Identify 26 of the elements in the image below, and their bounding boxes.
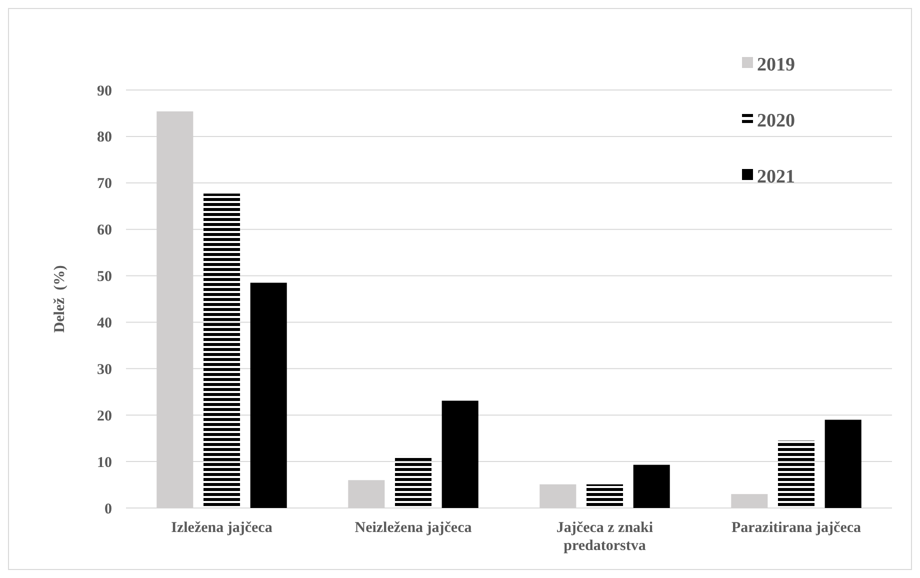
bar: [633, 464, 670, 508]
y-tick-label: 60: [97, 222, 112, 239]
bar: [394, 456, 432, 508]
bar: [250, 282, 287, 508]
legend-label: 2021: [757, 166, 795, 188]
x-tick-label: Izležena jajčeca: [171, 520, 273, 536]
bar: [824, 420, 862, 508]
y-tick-label: 20: [97, 408, 112, 424]
bar: [203, 194, 240, 508]
x-tick-label: Parazitirana jajčeca: [731, 520, 862, 536]
y-tick-label: 0: [104, 501, 112, 518]
x-tick-label: Neizležena jajčeca: [354, 520, 472, 536]
y-tick-label: 90: [97, 83, 112, 100]
y-tick-label: 80: [97, 130, 112, 146]
y-tick-label: 50: [97, 269, 112, 286]
y-tick-label: 10: [97, 454, 112, 471]
bar: [586, 484, 624, 508]
legend-label: 2019: [757, 54, 795, 76]
y-tick-label: 30: [97, 362, 112, 378]
legend-label: 2020: [757, 110, 795, 132]
y-tick-label: 40: [97, 315, 112, 332]
bar: [442, 400, 478, 508]
y-tick-label: 70: [97, 176, 112, 192]
x-tick-label: Jajčeca z znaki predatorstva: [556, 520, 654, 554]
bar: [778, 440, 815, 508]
y-axis-title: Delež (%): [52, 265, 68, 333]
